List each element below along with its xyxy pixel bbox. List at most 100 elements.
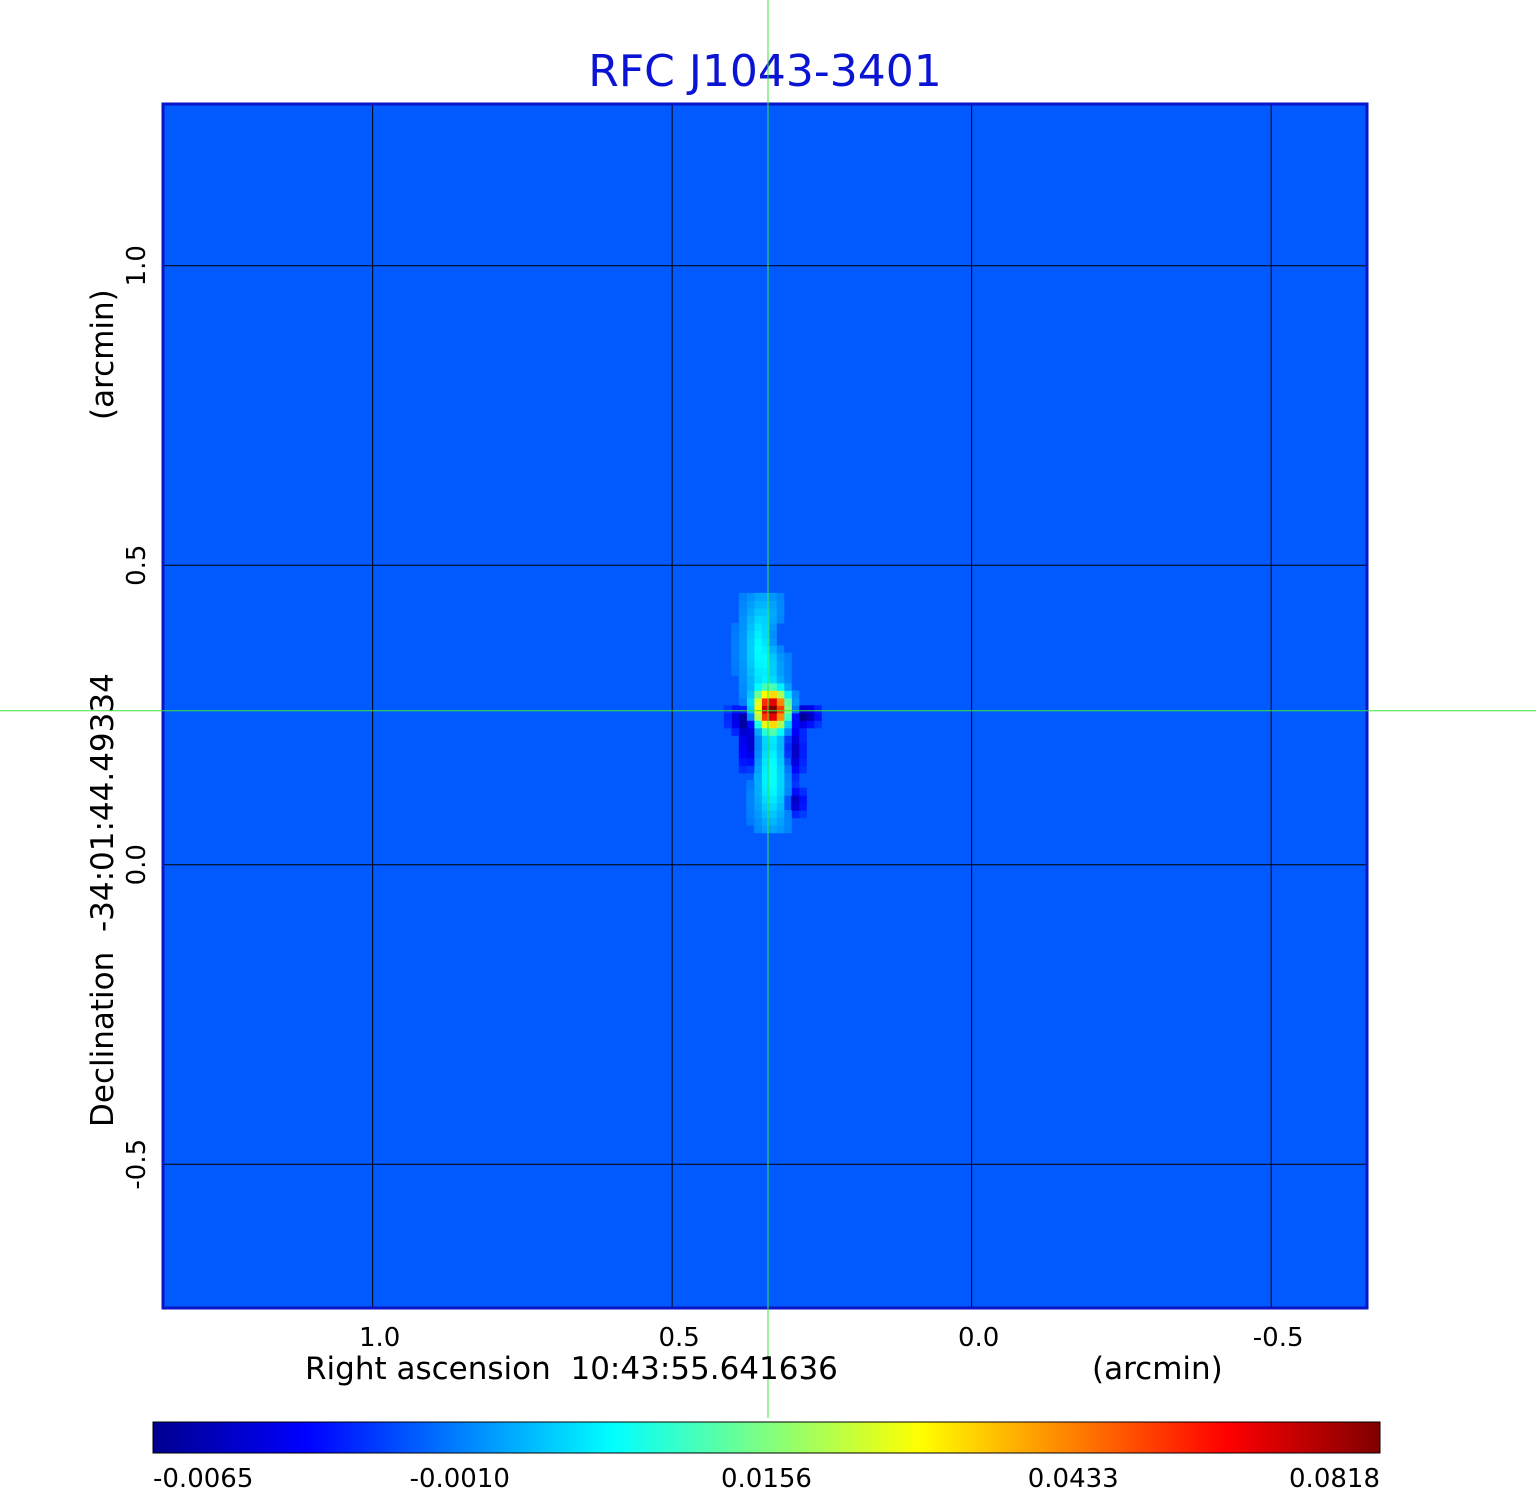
image-pixel [746,705,755,714]
image-pixel [746,787,755,796]
image-pixel [791,787,800,796]
image-pixel [791,750,800,759]
image-pixel [761,600,770,609]
image-pixel [753,787,762,796]
image-pixel [753,742,762,751]
image-pixel [746,660,755,669]
image-pixel [768,727,777,736]
image-pixel [768,765,777,774]
image-pixel [783,727,792,736]
image-pixel [768,682,777,691]
image-pixel [768,675,777,684]
image-pixel [753,592,762,601]
image-pixel [731,637,740,646]
image-pixel [753,705,762,714]
image-pixel [768,622,777,631]
image-pixel [776,735,785,744]
image-pixel [738,757,747,766]
image-pixel [738,652,747,661]
image-pixel [738,765,747,774]
image-pixel [731,667,740,676]
image-pixel [761,705,770,714]
image-pixel [776,742,785,751]
image-pixel [753,645,762,654]
x-tick-label: 0.0 [958,1323,999,1353]
y-tick-labels: 1.0 0.5 0.0 -0.5 [122,245,152,1190]
image-pixel [753,735,762,744]
image-pixel [783,720,792,729]
image-pixel [746,720,755,729]
image-pixel [761,682,770,691]
image-pixel [798,757,807,766]
image-pixel [776,682,785,691]
image-pixel [776,600,785,609]
image-pixel [791,720,800,729]
image-pixel [738,637,747,646]
image-pixel [761,780,770,789]
image-pixel [806,712,815,721]
image-pixel [738,667,747,676]
image-pixel [761,592,770,601]
image-pixel [738,592,747,601]
image-pixel [783,780,792,789]
image-pixel [761,787,770,796]
image-pixel [768,607,777,616]
image-pixel [738,630,747,639]
image-pixel [768,690,777,699]
image-pixel [746,765,755,774]
image-pixel [813,712,822,721]
image-pixel [753,780,762,789]
image-pixel [783,765,792,774]
image-pixel [783,772,792,781]
image-pixel [753,697,762,706]
image-pixel [768,667,777,676]
image-pixel [791,697,800,706]
image-pixel [761,802,770,811]
image-pixel [768,645,777,654]
image-pixel [753,607,762,616]
image-pixel [746,630,755,639]
image-pixel [731,622,740,631]
image-pixel [768,802,777,811]
image-pixel [798,712,807,721]
y-tick-label: -0.5 [122,1139,152,1190]
image-pixel [791,742,800,751]
image-pixel [746,727,755,736]
image-pixel [768,652,777,661]
x-tick-labels: 1.0 0.5 0.0 -0.5 [359,1323,1304,1353]
image-pixel [776,802,785,811]
image-pixel [753,727,762,736]
image-pixel [753,772,762,781]
image-pixel [783,817,792,826]
image-pixel [791,705,800,714]
image-pixel [761,817,770,826]
image-pixel [768,720,777,729]
image-pixel [813,705,822,714]
image-pixel [776,795,785,804]
image-pixel [768,795,777,804]
image-pixel [753,817,762,826]
image-pixel [731,705,740,714]
plot-frame [161,102,1369,1310]
image-pixel [753,825,762,834]
image-pixel [761,810,770,819]
y-axis-unit: (arcmin) [85,289,121,420]
image-pixel [761,697,770,706]
image-pixel [753,622,762,631]
image-pixel [768,712,777,721]
source-pixels [723,592,822,834]
image-pixel [776,817,785,826]
image-pixel [761,727,770,736]
image-pixel [783,705,792,714]
image-pixel [753,802,762,811]
image-pixel [731,720,740,729]
image-pixel [761,690,770,699]
image-pixel [753,675,762,684]
image-pixel [761,825,770,834]
colorbar-tick-label: -0.0065 [153,1464,253,1494]
coordinate-grid [163,104,1367,1308]
image-pixel [746,757,755,766]
image-pixel [761,772,770,781]
image-pixel [746,802,755,811]
image-pixel [753,630,762,639]
